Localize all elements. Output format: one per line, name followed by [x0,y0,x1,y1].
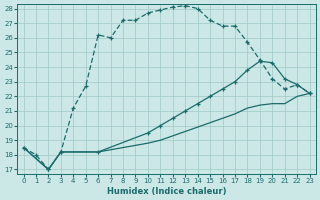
X-axis label: Humidex (Indice chaleur): Humidex (Indice chaleur) [107,187,226,196]
